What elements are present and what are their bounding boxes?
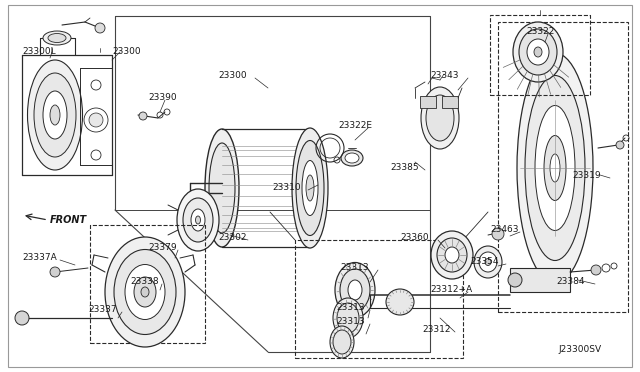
Text: 23337: 23337	[88, 305, 116, 314]
Ellipse shape	[527, 39, 549, 65]
Circle shape	[15, 311, 29, 325]
Ellipse shape	[513, 22, 563, 82]
Ellipse shape	[333, 330, 351, 354]
Ellipse shape	[386, 289, 414, 315]
Ellipse shape	[191, 209, 205, 231]
Ellipse shape	[48, 33, 66, 42]
Ellipse shape	[535, 106, 575, 231]
Circle shape	[492, 228, 504, 240]
Ellipse shape	[479, 252, 497, 272]
Ellipse shape	[337, 303, 359, 333]
Ellipse shape	[183, 198, 213, 242]
Ellipse shape	[205, 129, 239, 247]
Ellipse shape	[421, 87, 459, 149]
Ellipse shape	[517, 53, 593, 283]
Text: 23322: 23322	[526, 28, 554, 36]
Ellipse shape	[209, 143, 235, 233]
Text: 23319: 23319	[572, 171, 600, 180]
Ellipse shape	[485, 259, 491, 266]
Ellipse shape	[431, 231, 473, 279]
Circle shape	[591, 265, 601, 275]
Ellipse shape	[105, 237, 185, 347]
Ellipse shape	[348, 280, 362, 300]
Circle shape	[50, 267, 60, 277]
Ellipse shape	[125, 264, 165, 320]
Text: 23379: 23379	[148, 244, 177, 253]
Ellipse shape	[445, 247, 459, 263]
Ellipse shape	[302, 160, 318, 215]
Text: 23360: 23360	[400, 234, 429, 243]
Ellipse shape	[519, 29, 557, 75]
Text: 23312+A: 23312+A	[430, 285, 472, 295]
Text: FRONT: FRONT	[50, 215, 87, 225]
Ellipse shape	[195, 216, 200, 224]
Bar	[420, 96, 436, 108]
Text: 23390: 23390	[148, 93, 177, 103]
Text: 23384: 23384	[556, 278, 584, 286]
Ellipse shape	[550, 154, 560, 182]
Text: 23354: 23354	[470, 257, 499, 266]
Text: 23312: 23312	[422, 326, 451, 334]
Text: 23313: 23313	[336, 317, 365, 327]
Text: 23313: 23313	[336, 304, 365, 312]
Ellipse shape	[474, 246, 502, 278]
Ellipse shape	[43, 31, 71, 45]
Text: 23322E: 23322E	[338, 122, 372, 131]
Text: J23300SV: J23300SV	[558, 346, 601, 355]
Ellipse shape	[333, 298, 363, 338]
Ellipse shape	[50, 105, 60, 125]
Ellipse shape	[28, 60, 83, 170]
Ellipse shape	[544, 135, 566, 201]
Ellipse shape	[34, 73, 76, 157]
Ellipse shape	[525, 76, 585, 260]
Ellipse shape	[340, 269, 370, 311]
Text: 23310: 23310	[272, 183, 301, 192]
Bar	[90, 225, 205, 343]
Text: 23463: 23463	[490, 225, 518, 234]
Ellipse shape	[134, 277, 156, 307]
Text: 23313: 23313	[340, 263, 369, 273]
Ellipse shape	[43, 91, 67, 139]
Circle shape	[508, 273, 522, 287]
Circle shape	[89, 113, 103, 127]
Ellipse shape	[341, 150, 363, 166]
Text: 23300: 23300	[112, 48, 141, 57]
Text: 23385: 23385	[390, 164, 419, 173]
Ellipse shape	[330, 326, 354, 358]
Bar	[442, 96, 458, 108]
Ellipse shape	[335, 263, 375, 317]
Ellipse shape	[306, 175, 314, 201]
Bar	[490, 15, 590, 95]
Text: 23343: 23343	[430, 71, 458, 80]
Ellipse shape	[426, 95, 454, 141]
Ellipse shape	[141, 287, 149, 297]
Text: 23338: 23338	[130, 278, 159, 286]
Circle shape	[139, 112, 147, 120]
Circle shape	[616, 141, 624, 149]
Ellipse shape	[296, 141, 324, 235]
Ellipse shape	[534, 47, 542, 57]
Bar	[498, 22, 628, 312]
Text: 23300L: 23300L	[22, 48, 56, 57]
Ellipse shape	[292, 128, 328, 248]
Bar	[295, 240, 463, 358]
Ellipse shape	[177, 189, 219, 251]
Text: 23300: 23300	[218, 71, 246, 80]
Ellipse shape	[345, 153, 359, 163]
Bar	[510, 268, 570, 292]
Ellipse shape	[437, 238, 467, 272]
Text: 23302: 23302	[218, 234, 246, 243]
Ellipse shape	[114, 250, 176, 334]
Text: 23337A: 23337A	[22, 253, 57, 263]
Circle shape	[95, 23, 105, 33]
